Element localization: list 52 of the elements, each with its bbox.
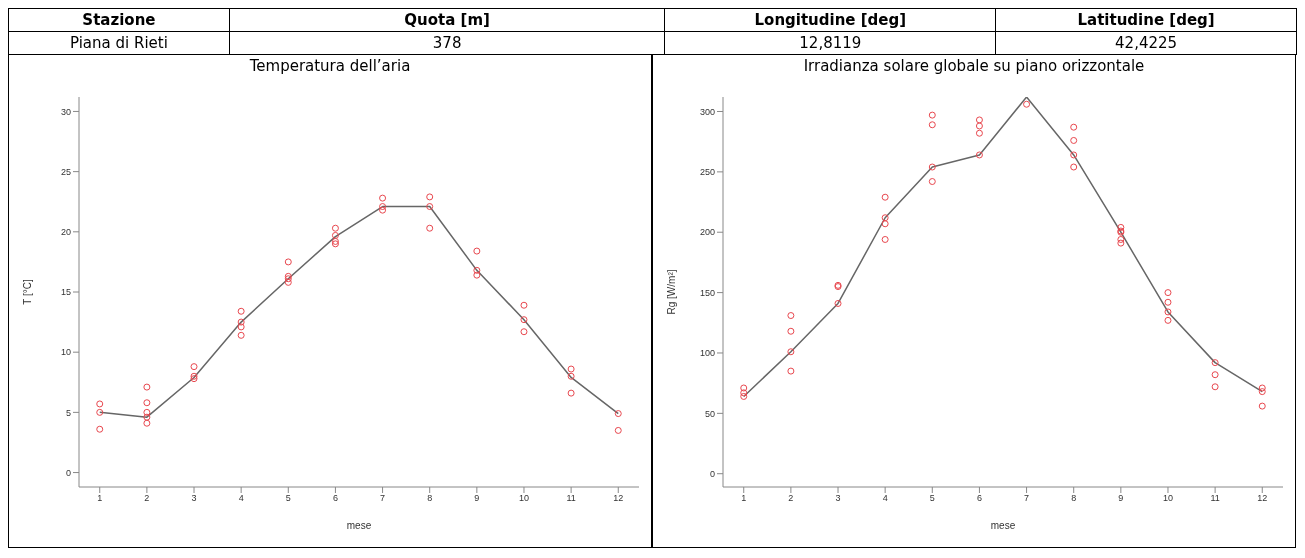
x-tick-label: 7 bbox=[380, 493, 386, 504]
x-tick-label: 10 bbox=[518, 493, 529, 504]
x-axis-title: mese bbox=[346, 520, 372, 531]
y-tick-label: 50 bbox=[704, 408, 715, 419]
y-tick-label: 5 bbox=[65, 407, 71, 418]
x-tick-label: 4 bbox=[238, 493, 244, 504]
text: Longitudine [deg] bbox=[664, 8, 996, 32]
x-tick-label: 1 bbox=[97, 493, 103, 504]
y-tick-label: 100 bbox=[699, 348, 715, 359]
y-tick-label: 250 bbox=[699, 167, 715, 178]
text: 42,4225 bbox=[995, 31, 1297, 55]
x-tick-label: 9 bbox=[1118, 493, 1124, 504]
y-tick-label: 0 bbox=[65, 467, 71, 478]
x-tick-label: 6 bbox=[976, 493, 982, 504]
y-tick-label: 0 bbox=[709, 468, 715, 479]
x-tick-label: 5 bbox=[929, 493, 935, 504]
chart-title: Irradianza solare globale su piano orizzontale bbox=[802, 56, 1146, 77]
y-tick-label: 25 bbox=[60, 166, 71, 177]
y-tick-label: 300 bbox=[699, 106, 715, 117]
text: 378 bbox=[229, 31, 665, 55]
y-tick-label: 15 bbox=[60, 287, 71, 298]
x-tick-label: 5 bbox=[285, 493, 291, 504]
text: Piana di Rieti bbox=[8, 31, 230, 55]
text: Stazione bbox=[8, 8, 230, 32]
x-tick-label: 12 bbox=[1257, 493, 1268, 504]
x-tick-label: 6 bbox=[332, 493, 338, 504]
y-tick-label: 150 bbox=[699, 287, 715, 298]
x-tick-label: 1 bbox=[741, 493, 747, 504]
x-tick-label: 12 bbox=[613, 493, 624, 504]
y-tick-label: 200 bbox=[699, 227, 715, 238]
x-tick-label: 11 bbox=[566, 493, 576, 504]
x-tick-label: 7 bbox=[1024, 493, 1030, 504]
text: 12,8119 bbox=[664, 31, 996, 55]
x-axis-title: mese bbox=[990, 520, 1016, 531]
x-tick-label: 11 bbox=[1210, 493, 1220, 504]
chart-title: Temperatura dell’aria bbox=[248, 56, 412, 77]
text: Latitudine [deg] bbox=[995, 8, 1297, 32]
y-axis-title: T [°C] bbox=[21, 279, 33, 305]
x-tick-label: 9 bbox=[474, 493, 480, 504]
x-tick-label: 2 bbox=[144, 493, 150, 504]
y-tick-label: 20 bbox=[60, 227, 71, 238]
x-tick-label: 4 bbox=[882, 493, 888, 504]
y-axis-title: Rg [W/m²] bbox=[665, 269, 677, 315]
y-tick-label: 30 bbox=[60, 106, 71, 117]
y-tick-label: 10 bbox=[60, 347, 71, 358]
x-tick-label: 8 bbox=[1071, 493, 1077, 504]
x-tick-label: 8 bbox=[427, 493, 433, 504]
x-tick-label: 2 bbox=[788, 493, 794, 504]
x-tick-label: 3 bbox=[191, 493, 197, 504]
x-tick-label: 10 bbox=[1162, 493, 1173, 504]
text: Quota [m] bbox=[229, 8, 665, 32]
x-tick-label: 3 bbox=[835, 493, 841, 504]
